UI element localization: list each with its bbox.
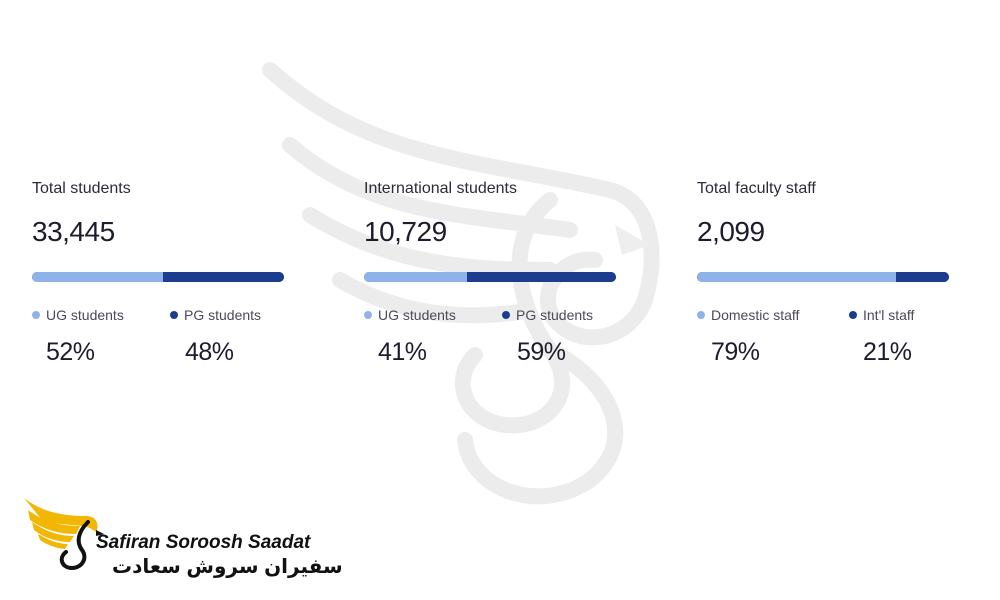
legend-dot-icon xyxy=(32,311,40,319)
legend-pg: PG students xyxy=(170,307,261,323)
bar-segment-ug xyxy=(364,272,468,282)
stat-label: Total students xyxy=(32,180,131,197)
bar-segment-pg xyxy=(467,272,616,282)
legend-label: PG students xyxy=(184,307,262,323)
legend-dot-icon xyxy=(502,311,510,319)
stat-total-value: 10,729 xyxy=(364,216,447,247)
legend-label: Domestic staff xyxy=(711,307,800,323)
stat-label: Total faculty staff xyxy=(697,180,816,197)
brand-subtitle: سفیران سروش سعادت xyxy=(112,556,343,578)
split-bar xyxy=(364,272,616,282)
stats-section: Total students 33,445 UG students PG stu… xyxy=(32,180,949,366)
brand-logo: Safiran Soroosh Saadat سفیران سروش سعادت xyxy=(20,492,343,582)
legend-pg: PG students xyxy=(502,307,593,323)
split-bar xyxy=(697,272,949,282)
legend-label: UG students xyxy=(46,307,124,323)
legend-label: Int'l staff xyxy=(863,307,915,323)
percent-ug: 41% xyxy=(378,338,427,366)
stat-total-value: 33,445 xyxy=(32,216,115,247)
bar-segment-intl xyxy=(896,272,949,282)
legend-domestic: Domestic staff xyxy=(697,307,799,323)
legend-ug: UG students xyxy=(364,307,456,323)
watermark-phoenix-icon xyxy=(262,62,660,505)
brand-title: Safiran Soroosh Saadat xyxy=(96,532,311,553)
percent-pg: 48% xyxy=(185,338,234,366)
bar-segment-domestic xyxy=(697,272,897,282)
legend-dot-icon xyxy=(849,311,857,319)
bar-segment-pg xyxy=(163,272,284,282)
percent-domestic: 79% xyxy=(711,338,760,366)
phoenix-wing-icon xyxy=(24,498,104,571)
legend-dot-icon xyxy=(364,311,372,319)
stat-label: International students xyxy=(364,180,517,197)
legend-intl: Int'l staff xyxy=(849,307,914,323)
percent-pg: 59% xyxy=(517,338,566,366)
legend-dot-icon xyxy=(697,311,705,319)
percent-intl: 21% xyxy=(863,338,912,366)
legend-label: PG students xyxy=(516,307,594,323)
bar-segment-ug xyxy=(32,272,164,282)
legend-label: UG students xyxy=(378,307,456,323)
percent-ug: 52% xyxy=(46,338,95,366)
legend-dot-icon xyxy=(170,311,178,319)
stat-total-value: 2,099 xyxy=(697,216,765,247)
split-bar xyxy=(32,272,284,282)
legend-ug: UG students xyxy=(32,307,124,323)
